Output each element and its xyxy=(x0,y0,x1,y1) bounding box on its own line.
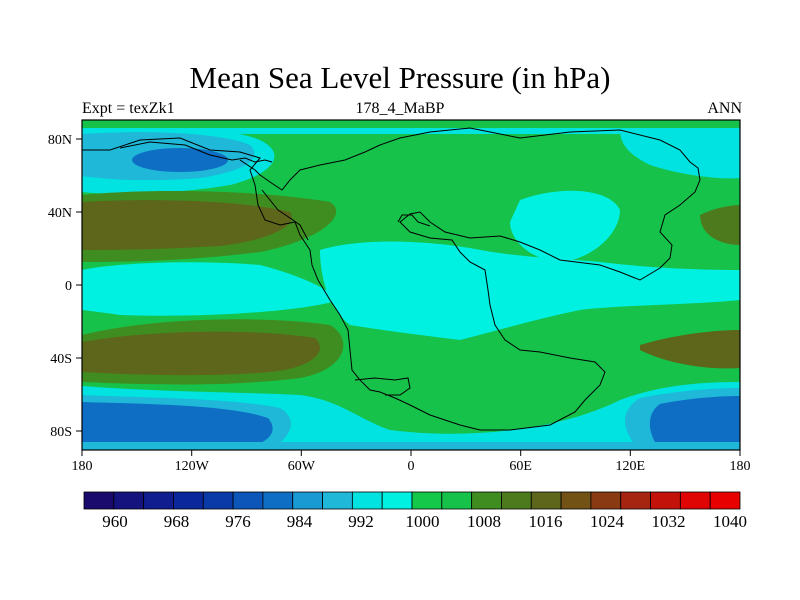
colorbar-segment xyxy=(351,491,383,510)
colorbar-segment xyxy=(411,491,443,510)
y-tick-label: 0 xyxy=(65,279,72,294)
coastline-tethys xyxy=(397,214,431,227)
y-tick-label: 80N xyxy=(48,133,72,148)
colorbar-label: 1032 xyxy=(652,512,686,531)
coastline-north xyxy=(119,141,273,163)
colorbar-label: 1040 xyxy=(713,512,747,531)
colorbar-segment xyxy=(381,491,413,510)
x-tick-label: 180 xyxy=(72,459,93,474)
colorbar-segment xyxy=(709,491,741,510)
y-tick-label: 40S xyxy=(50,352,72,367)
plot-title: Mean Sea Level Pressure (in hPa) xyxy=(189,60,611,95)
colorbar-segment xyxy=(143,491,174,510)
colorbar-segment xyxy=(471,491,502,510)
pressure-field xyxy=(82,120,740,450)
colorbar-label: 960 xyxy=(102,512,128,531)
x-tick-label: 120W xyxy=(175,459,210,474)
y-axis: 80N 40N 0 40S 80S xyxy=(48,133,82,440)
x-axis: 180 120W 60W 0 60E 120E 180 xyxy=(72,450,751,474)
south-low-west-core xyxy=(82,402,273,450)
colorbar-segment xyxy=(530,491,562,510)
coastline-south xyxy=(354,377,411,396)
colorbar-segment xyxy=(262,491,294,510)
colorbar-label: 976 xyxy=(225,512,251,531)
colorbar-label: 1008 xyxy=(467,512,501,531)
northeast-low xyxy=(620,127,740,179)
colorbar-label: 1000 xyxy=(406,512,440,531)
arctic-strip xyxy=(82,120,740,128)
age-label: 178_4_MaBP xyxy=(355,100,445,117)
colorbar-segment xyxy=(441,491,473,510)
colorbar-label: 984 xyxy=(287,512,313,531)
asia-low xyxy=(510,190,620,262)
tropical-low-east xyxy=(320,241,740,340)
colorbar-label: 1016 xyxy=(529,512,563,531)
colorbar-label: 968 xyxy=(164,512,190,531)
x-tick-label: 60W xyxy=(288,459,316,474)
colorbar-segment xyxy=(590,491,622,510)
colorbar-segment xyxy=(83,491,115,510)
colorbar-segment xyxy=(650,491,681,510)
x-tick-label: 60E xyxy=(509,459,532,474)
coastline xyxy=(82,127,701,431)
x-tick-label: 180 xyxy=(730,459,751,474)
colorbar-segment xyxy=(202,491,234,510)
colorbar-labels: 960 968 976 984 992 1000 1008 1016 1024 … xyxy=(102,512,747,531)
x-tick-label: 120E xyxy=(616,459,646,474)
x-tick-label: 0 xyxy=(408,459,415,474)
colorbar-segment xyxy=(232,491,264,510)
antarctic-strip xyxy=(82,442,740,450)
colorbar-segment xyxy=(620,491,651,510)
colorbar-segment xyxy=(292,491,323,510)
coastline-west xyxy=(261,189,309,241)
colorbar-segment xyxy=(560,491,592,510)
y-tick-label: 40N xyxy=(48,206,72,221)
colorbar-segment xyxy=(679,491,711,510)
experiment-label: Expt = texZk1 xyxy=(82,100,175,117)
northeast-high xyxy=(700,205,740,245)
colorbar-segment xyxy=(501,491,532,510)
colorbar-label: 1024 xyxy=(590,512,625,531)
south-low-east-core xyxy=(649,396,740,450)
colorbar-segment xyxy=(113,491,145,510)
colorbar-segment xyxy=(173,491,204,510)
colorbar-segment xyxy=(322,491,353,510)
tropical-low-west xyxy=(82,262,340,316)
y-tick-label: 80S xyxy=(50,425,72,440)
southeast-high xyxy=(640,330,740,369)
season-label: ANN xyxy=(707,100,742,117)
south-high-core xyxy=(82,331,320,376)
north-high-core xyxy=(82,200,292,250)
north-low-core xyxy=(132,148,228,172)
colorbar-label: 992 xyxy=(348,512,374,531)
colorbar xyxy=(83,491,741,510)
